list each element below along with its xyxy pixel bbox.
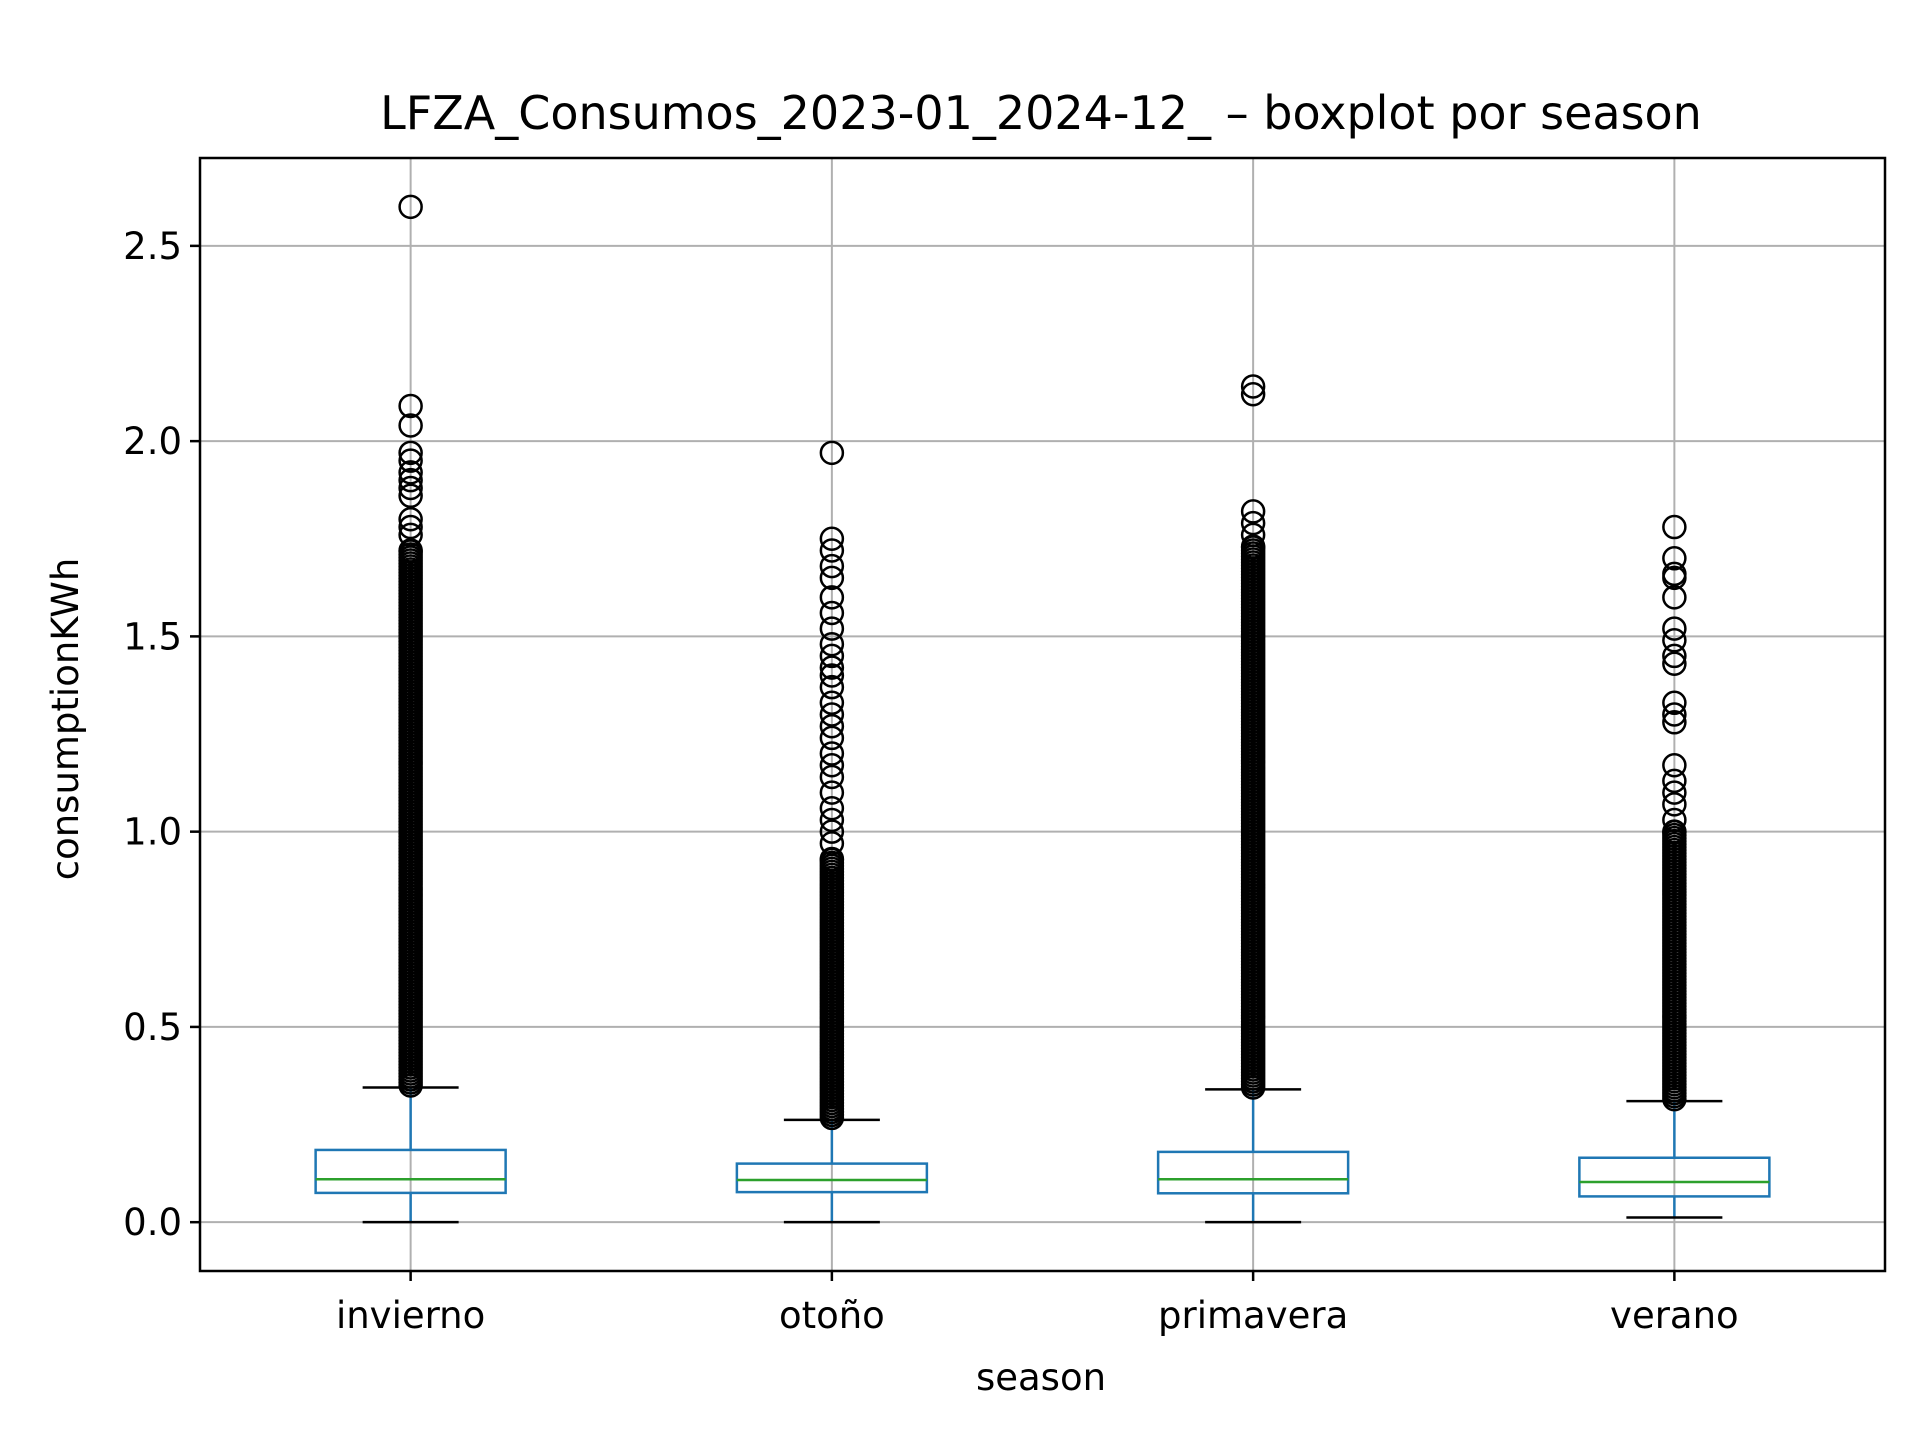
- flier-point: [1662, 628, 1687, 653]
- flier-point: [819, 753, 845, 778]
- flier-point: [398, 440, 423, 466]
- flier-point: [819, 795, 845, 821]
- flier-point: [1662, 702, 1687, 727]
- plot-frame: [198, 156, 1887, 1273]
- flier-point: [819, 600, 845, 626]
- flier-point: [1240, 534, 1266, 559]
- flier-point: [819, 713, 845, 739]
- flier-point: [819, 725, 845, 751]
- grid-layer: [200, 158, 1885, 1271]
- flier-point: [1662, 565, 1687, 591]
- flier-point: [819, 819, 845, 844]
- box-group-primavera: [1156, 374, 1350, 1224]
- flier-point: [1662, 710, 1687, 735]
- y-tick-label: 1.0: [123, 811, 182, 854]
- flier-point: [1662, 792, 1687, 817]
- flier-point: [1662, 514, 1687, 540]
- box-group-invierno: [314, 194, 507, 1224]
- flier-point: [398, 448, 423, 473]
- flier-point: [819, 780, 845, 805]
- flier-point: [398, 467, 423, 493]
- flier-point: [819, 690, 845, 716]
- box-layer: [314, 194, 1771, 1224]
- flier-point: [398, 413, 423, 438]
- flier-point: [1662, 690, 1687, 716]
- flier-point: [819, 440, 845, 466]
- flier-point: [819, 631, 845, 657]
- flier-point: [819, 764, 845, 790]
- flier-point: [819, 846, 845, 872]
- axis-layer: 0.0 0.5 1.0 1.5 2.0 2.5 invierno otoño primavera…: [123, 156, 1887, 1337]
- flier-point: [398, 483, 423, 509]
- flier-point: [1662, 807, 1687, 833]
- flier-point: [398, 460, 423, 485]
- chart-title: LFZA_Consumos_2023-01_2024-12_ – boxplot…: [380, 86, 1702, 140]
- iqr-box: [314, 1148, 507, 1195]
- y-axis-label: consumptionKWh: [44, 558, 87, 881]
- box-group-verano: [1578, 514, 1771, 1219]
- flier-point: [819, 616, 845, 641]
- iqr-box: [735, 1162, 929, 1194]
- flier-point: [819, 655, 845, 680]
- flier-point: [819, 526, 845, 552]
- flier-point: [398, 393, 423, 419]
- flier-point: [1662, 753, 1687, 778]
- flier-point: [819, 538, 845, 563]
- flier-point: [819, 741, 845, 766]
- flier-point: [398, 506, 423, 532]
- flier-point: [819, 663, 845, 688]
- flier-point: [1662, 651, 1687, 676]
- flier-point: [819, 643, 845, 669]
- flier-point: [1662, 585, 1687, 610]
- box-group-otoño: [735, 440, 929, 1224]
- x-axis-label: season: [976, 1356, 1106, 1399]
- flier-point: [819, 553, 845, 579]
- flier-point: [398, 514, 423, 540]
- flier-point: [1662, 643, 1687, 669]
- x-tick-label: invierno: [336, 1294, 485, 1337]
- flier-point: [398, 522, 423, 548]
- flier-point: [819, 831, 845, 856]
- flier-point: [1240, 522, 1266, 548]
- flier-point: [819, 702, 845, 727]
- y-tick-label: 2.0: [123, 420, 182, 463]
- y-tick-label: 1.5: [123, 615, 182, 658]
- y-tick-label: 0.5: [123, 1006, 182, 1049]
- flier-point: [1240, 510, 1266, 536]
- flier-point: [398, 194, 423, 220]
- flier-point: [819, 807, 845, 833]
- flier-point: [819, 674, 845, 700]
- flier-point: [398, 475, 423, 501]
- flier-point: [1240, 374, 1266, 399]
- x-tick-label: verano: [1610, 1294, 1739, 1337]
- iqr-box: [1578, 1156, 1771, 1198]
- flier-point: [1240, 499, 1266, 524]
- flier-point: [1662, 819, 1687, 844]
- flier-point: [819, 565, 845, 591]
- flier-point: [1662, 616, 1687, 641]
- flier-point: [1662, 768, 1687, 794]
- y-tick-label: 0.0: [123, 1201, 182, 1244]
- flier-point: [1662, 780, 1687, 805]
- flier-point: [1662, 546, 1687, 571]
- flier-point: [398, 538, 423, 563]
- x-tick-label: otoño: [779, 1294, 885, 1337]
- y-tick-label: 2.5: [123, 225, 182, 268]
- iqr-box: [1156, 1150, 1350, 1195]
- flier-point: [819, 585, 845, 610]
- x-tick-label: primavera: [1158, 1294, 1348, 1337]
- flier-point: [1240, 382, 1266, 407]
